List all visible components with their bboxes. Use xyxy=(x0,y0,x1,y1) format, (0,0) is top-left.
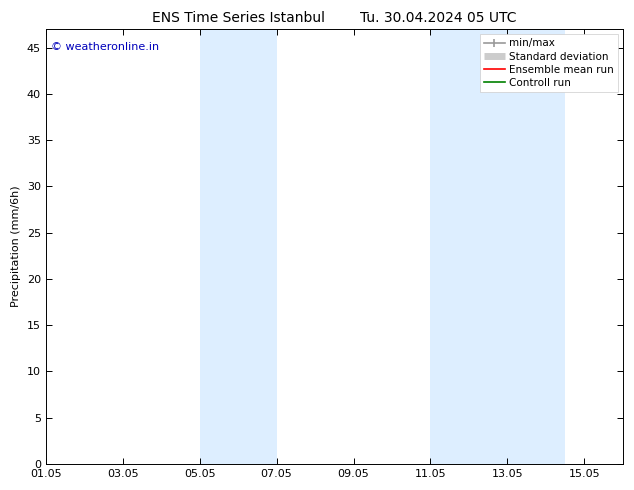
Bar xyxy=(430,29,565,464)
Y-axis label: Precipitation (mm/6h): Precipitation (mm/6h) xyxy=(11,186,21,307)
Text: © weatheronline.in: © weatheronline.in xyxy=(51,42,160,52)
Title: ENS Time Series Istanbul        Tu. 30.04.2024 05 UTC: ENS Time Series Istanbul Tu. 30.04.2024 … xyxy=(152,11,517,25)
Bar xyxy=(200,29,276,464)
Legend: min/max, Standard deviation, Ensemble mean run, Controll run: min/max, Standard deviation, Ensemble me… xyxy=(479,34,618,92)
